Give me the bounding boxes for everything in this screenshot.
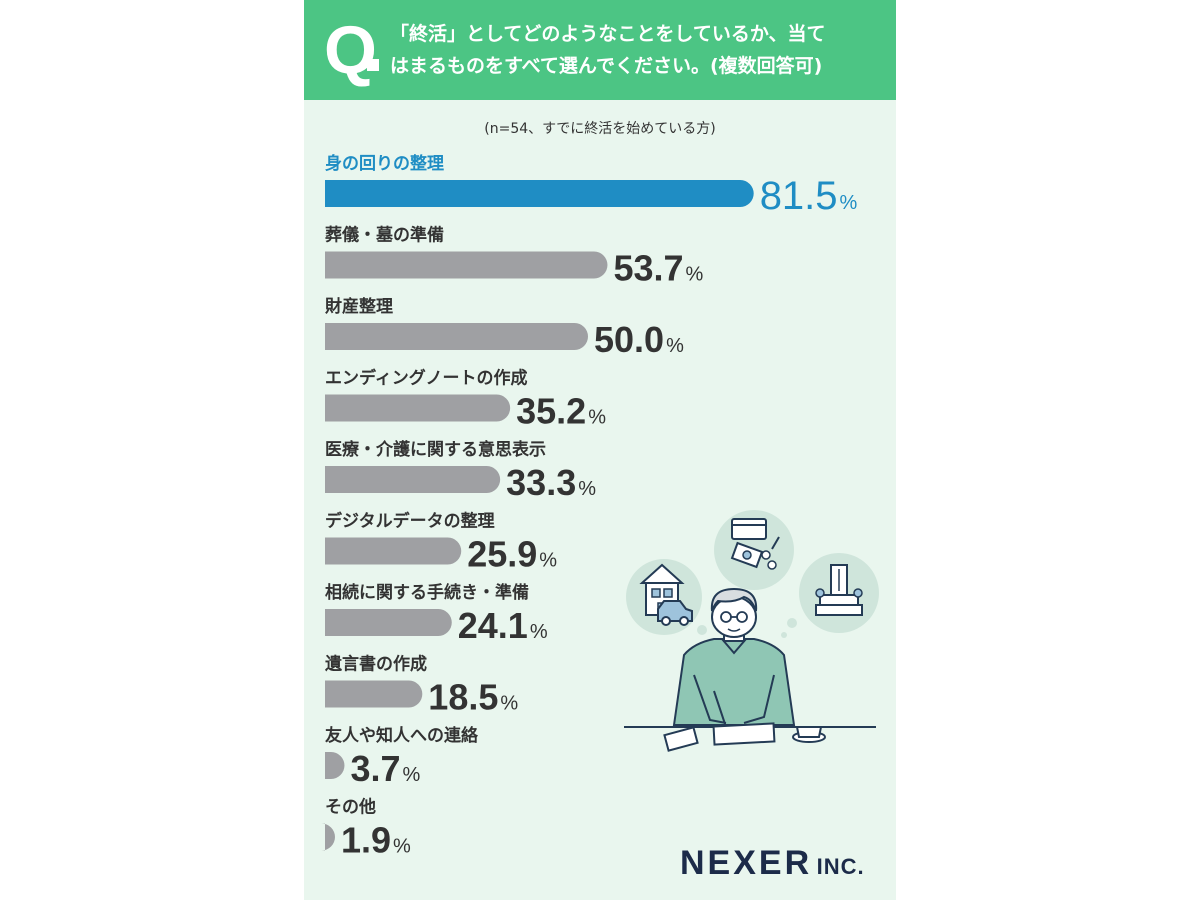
question-mark: Q — [324, 12, 377, 88]
value-label: 3.7% — [350, 748, 420, 789]
logo-name: NEXER — [680, 844, 813, 882]
bar — [325, 752, 345, 779]
category-label: エンディングノートの作成 — [325, 368, 527, 389]
category-label: 医療・介護に関する意思表示 — [325, 439, 546, 460]
elderly-man — [672, 587, 796, 728]
value-label: 18.5% — [428, 677, 518, 718]
value-label: 24.1% — [458, 605, 548, 646]
infographic-panel: Q 「終活」としてどのようなことをしているか、当て はまるものをすべて選んでくだ… — [304, 0, 896, 900]
value-label: 1.9% — [341, 820, 411, 861]
value-label: 35.2% — [516, 391, 606, 432]
desk-items — [624, 722, 876, 752]
bar — [321, 823, 335, 851]
value-label: 53.7% — [613, 248, 703, 289]
bar — [325, 466, 501, 493]
bar — [325, 394, 511, 422]
bar-chart: 身の回りの整理 81.5 % 葬儀・墓の準備 53.7 % 財産整理 50.0 % エンディングノ… — [321, 153, 858, 861]
question-header: Q 「終活」としてどのようなことをしているか、当て はまるものをすべて選んでくだ… — [304, 0, 896, 100]
bar — [325, 251, 608, 279]
bar — [325, 680, 423, 708]
value-label: 81.5% — [760, 174, 858, 218]
category-label: 財産整理 — [324, 296, 393, 317]
sample-note: (n=54、すでに終活を始めている方) — [484, 121, 716, 137]
question-text-line1: 「終活」としてどのようなことをしているか、当て — [390, 23, 826, 45]
logo-suffix: INC. — [816, 854, 865, 879]
value-label: 33.3% — [506, 462, 596, 503]
question-mark-dot — [367, 59, 379, 71]
bar — [325, 180, 754, 207]
category-label: その他 — [325, 797, 376, 818]
bar — [325, 323, 588, 350]
category-label: デジタルデータの整理 — [325, 511, 495, 532]
question-text-line2: はまるものをすべて選んでください。(複数回答可) — [390, 55, 823, 77]
grave-thought-bubble — [781, 553, 879, 638]
category-label: 遺言書の作成 — [325, 654, 427, 675]
value-label: 50.0% — [594, 319, 684, 360]
category-label: 身の回りの整理 — [325, 153, 444, 174]
house-car-thought-bubble — [626, 559, 715, 646]
elderly-man-illustration — [624, 510, 879, 752]
bar — [325, 537, 462, 565]
category-label: 葬儀・墓の準備 — [325, 225, 444, 246]
category-label: 友人や知人への連絡 — [325, 725, 479, 746]
nexer-logo: NEXER INC. — [680, 844, 865, 883]
value-label: 25.9% — [467, 534, 557, 575]
category-label: 相続に関する手続き・準備 — [325, 582, 529, 603]
bar — [325, 609, 452, 636]
